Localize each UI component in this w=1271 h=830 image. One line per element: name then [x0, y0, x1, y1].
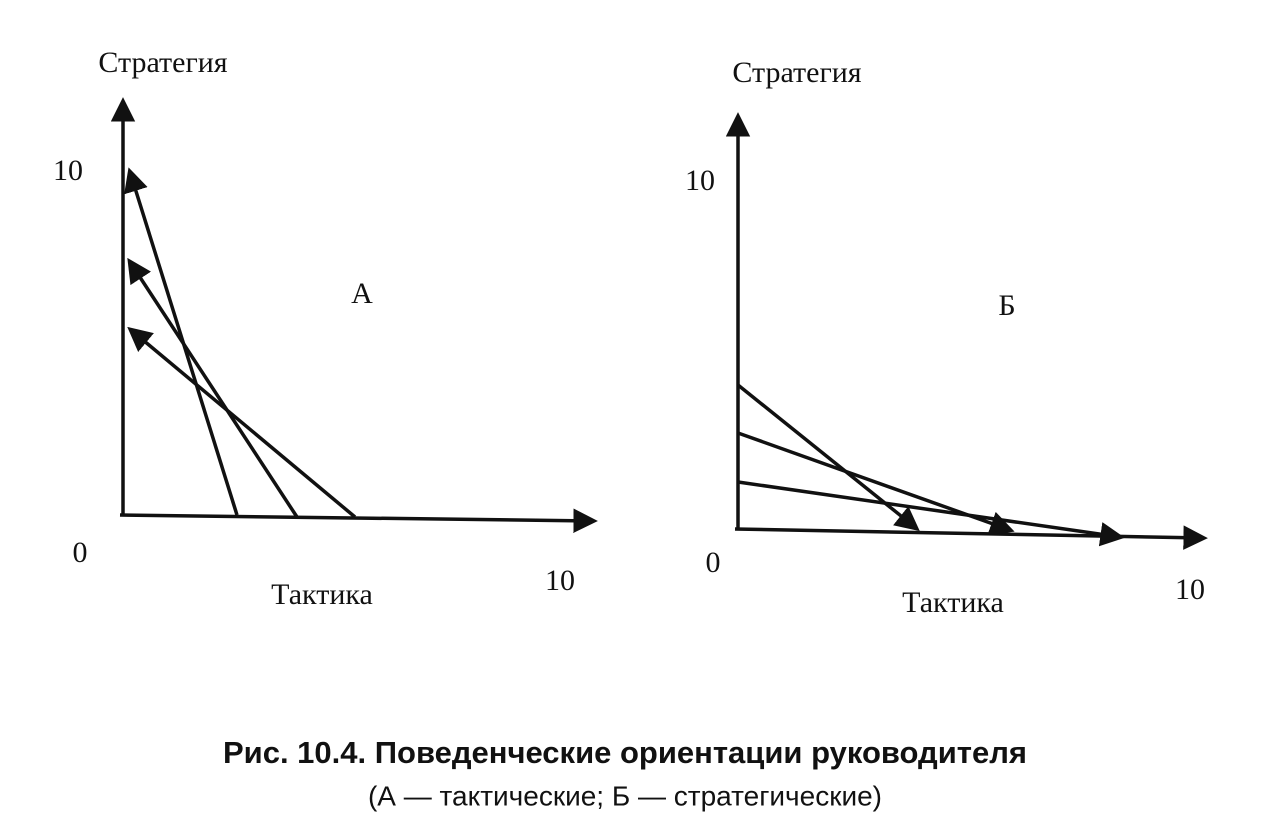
origin: 0: [73, 536, 88, 569]
line: [736, 383, 920, 532]
line: [127, 257, 299, 518]
caption-title: Рис. 10.4. Поведенческие ориентации руко…: [223, 735, 1027, 770]
x-max: 10: [545, 564, 575, 597]
caption-subtitle: (А — тактические; Б — стратегические): [368, 780, 882, 811]
panel-a: Стратегия 10 0 Тактика 10 А: [53, 46, 598, 611]
line: [127, 326, 357, 519]
panel-letter: Б: [998, 289, 1015, 322]
origin: 0: [706, 546, 721, 579]
x-max: 10: [1175, 573, 1205, 606]
x-axis: [734, 525, 1208, 550]
y-label: Стратегия: [732, 56, 861, 89]
x-label: Тактика: [271, 578, 373, 611]
panel-letter: А: [351, 277, 373, 310]
y-max: 10: [53, 154, 83, 187]
y-max: 10: [685, 164, 715, 197]
y-label: Стратегия: [98, 46, 227, 79]
x-label: Тактика: [902, 586, 1004, 619]
x-axis: [119, 508, 598, 534]
line: [737, 480, 1125, 547]
panel-b: Стратегия 10 0 Тактика 10 Б: [685, 56, 1208, 619]
